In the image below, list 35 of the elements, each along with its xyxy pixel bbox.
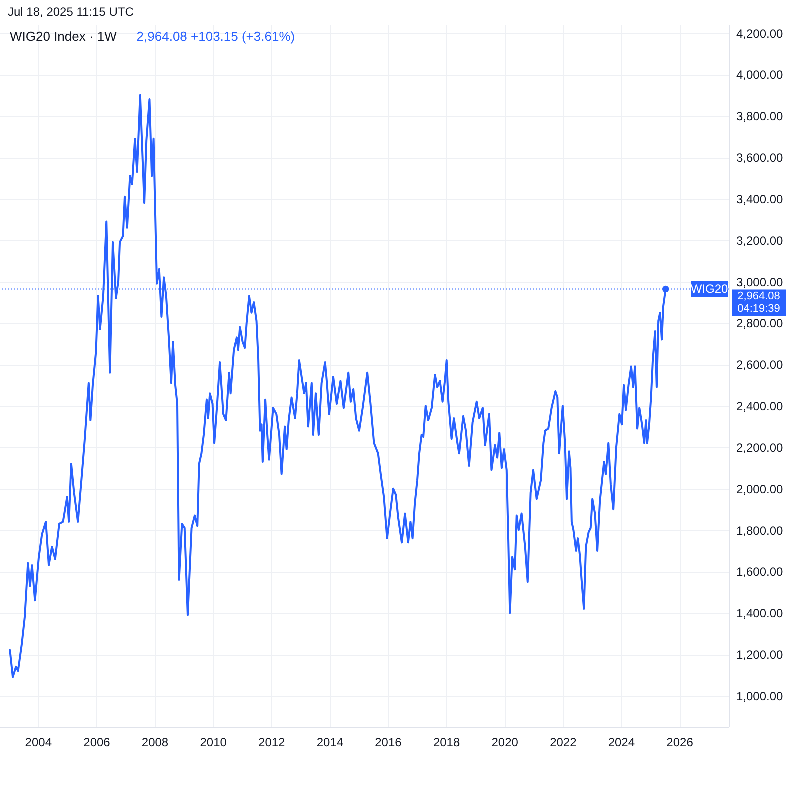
x-tick-label: 2010: [200, 736, 228, 750]
y-tick-label: 2,400.00: [736, 400, 784, 414]
y-tick-label: 3,800.00: [736, 110, 784, 124]
annotation: 2,964.08 +103.15 (+3.61%): [136, 29, 296, 44]
chart-subtitle: Jul 18, 2025 11:15 UTC: [8, 5, 134, 19]
y-tick-label: 3,400.00: [736, 192, 784, 206]
ref-line-label: WIG20: [690, 282, 728, 296]
y-tick-label: 1,800.00: [736, 524, 784, 538]
x-tick-label: 2006: [84, 736, 111, 750]
x-tick-label: 2018: [433, 736, 460, 750]
x-tick-label: 2012: [258, 736, 286, 750]
text: 2,964.08: [738, 290, 780, 303]
x-tick-label: 2008: [142, 736, 169, 750]
y-tick-label: 1,400.00: [736, 606, 784, 621]
y-tick-label: 3,000.00: [736, 275, 784, 290]
chart-title: WIG20 Index · 1W: [10, 29, 118, 44]
text: 04:19:39: [738, 303, 780, 316]
x-tick-label: 2020: [492, 736, 519, 750]
x-tick-label: 2004: [25, 736, 52, 750]
y-tick-label: 2,200.00: [736, 440, 784, 455]
y-tick-label: 2,000.00: [736, 482, 784, 496]
x-tick-label: 2024: [608, 736, 636, 750]
y-tick-label: 4,200.00: [736, 26, 784, 41]
x-tick-label: 2022: [550, 736, 578, 750]
y-tick-label: 1,000.00: [736, 689, 784, 704]
y-tick-label: 2,800.00: [736, 316, 784, 331]
y-tick-label: 3,200.00: [736, 234, 784, 248]
y-tick-label: 2,600.00: [736, 358, 784, 372]
y-tick-label: 3,600.00: [736, 151, 784, 166]
x-tick-label: 2016: [375, 736, 402, 750]
x-tick-label: 2014: [316, 736, 344, 750]
y-tick-label: 4,000.00: [736, 68, 784, 82]
x-tick-label: 2026: [666, 736, 694, 750]
y-tick-label: 1,600.00: [736, 565, 784, 580]
y-tick-label: 1,200.00: [736, 648, 784, 662]
